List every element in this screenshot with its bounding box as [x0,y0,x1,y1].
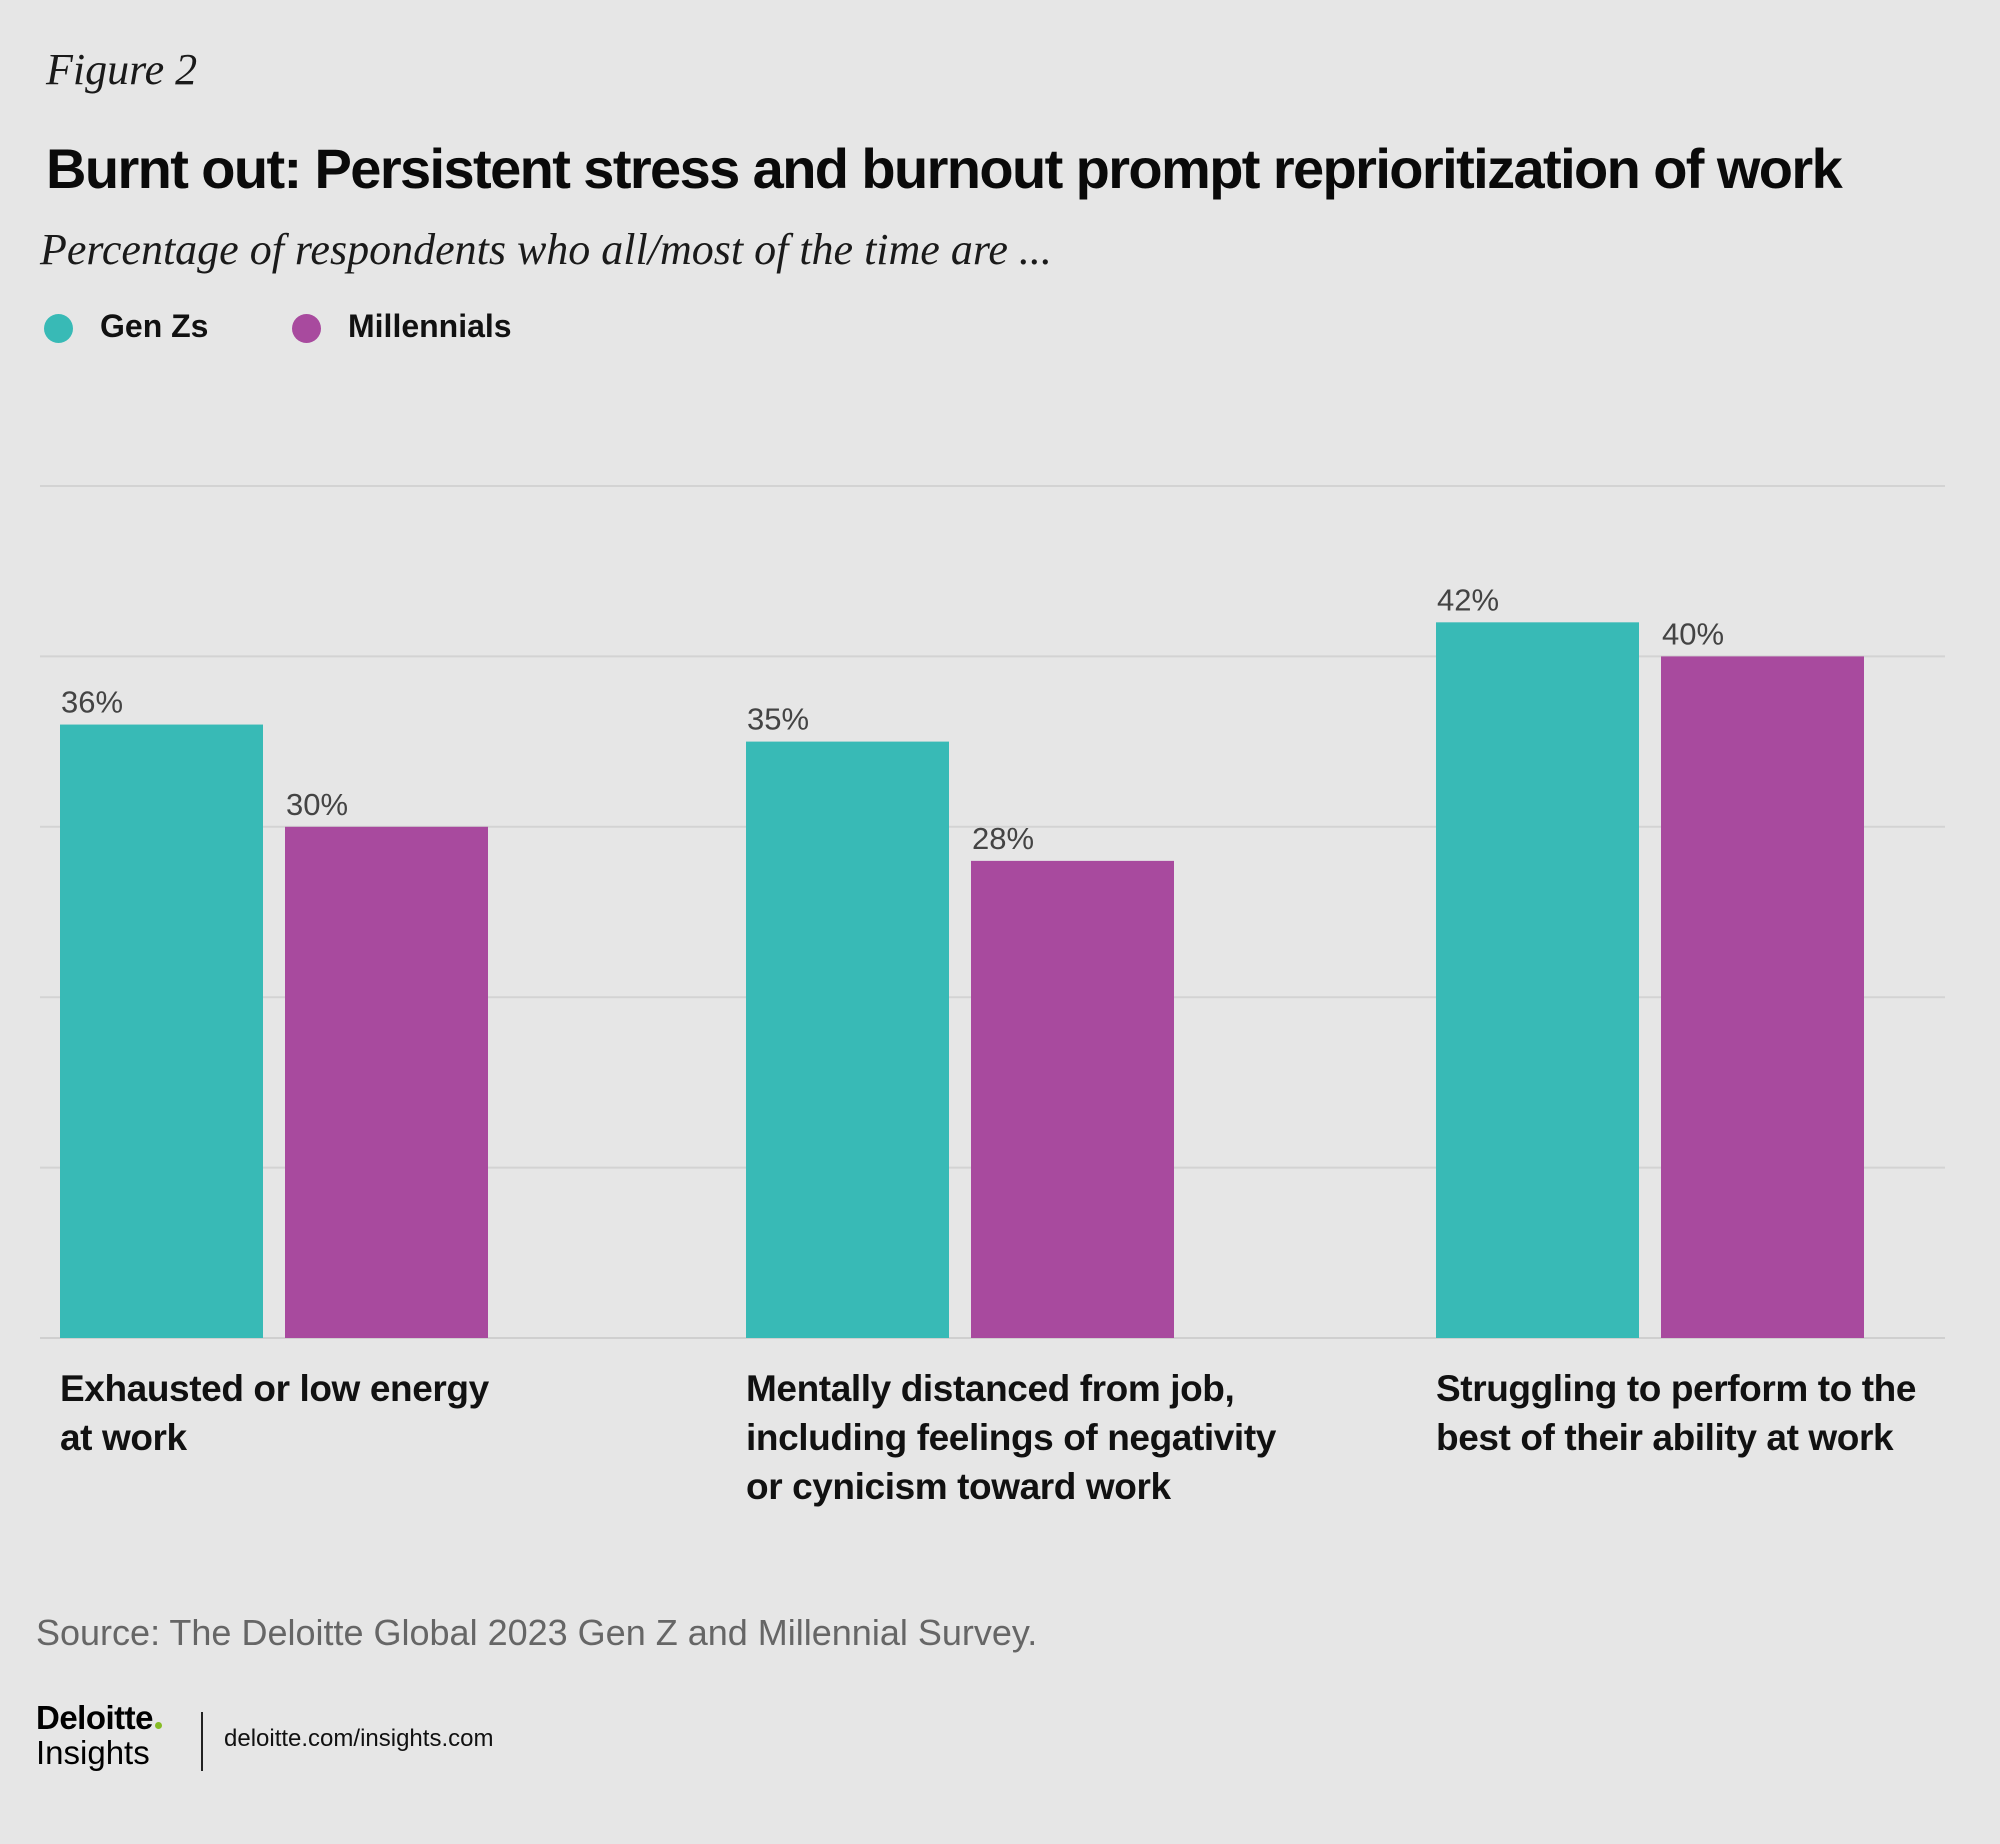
data-label-millennials-3: 40% [1662,616,1724,651]
footer-divider [201,1712,203,1771]
source-note: Source: The Deloitte Global 2023 Gen Z a… [36,1612,1038,1653]
legend-swatch-millennials [292,314,321,343]
legend-swatch-gen-zs [44,314,73,343]
category-label-1-line-2: at work [60,1417,187,1458]
logo-wordmark: Deloitte [36,1699,163,1736]
bar-millennials-3 [1661,656,1864,1338]
category-label-1: Exhausted or low energy at work [60,1364,620,1462]
category-label-2: Mentally distanced from job, including f… [746,1364,1306,1511]
legend-label-millennials: Millennials [348,308,512,344]
bar-gen-zs-2 [746,741,949,1338]
category-label-3-line-2: best of their ability at work [1436,1417,1894,1458]
bar-millennials-2 [971,860,1174,1338]
data-label-gen-zs-1: 36% [61,685,123,720]
category-label-2-line-1: Mentally distanced from job, [746,1368,1235,1409]
bar-gen-zs-3 [1436,622,1639,1338]
data-label-millennials-1: 30% [286,787,348,822]
bar-millennials-1 [285,826,488,1338]
category-label-2-line-2: including feelings of negativity [746,1417,1276,1458]
logo-wordmark-text: Deloitte [36,1699,154,1736]
data-label-gen-zs-2: 35% [747,702,809,737]
data-label-gen-zs-3: 42% [1437,582,1499,617]
legend-label-gen-zs: Gen Zs [100,308,209,344]
logo-green-dot [155,1722,163,1729]
category-label-3: Struggling to perform to the best of the… [1436,1364,1996,1462]
figure-label: Figure 2 [46,45,198,94]
site-url[interactable]: deloitte.com/insights.com [224,1725,494,1752]
category-label-1-line-1: Exhausted or low energy [60,1368,489,1409]
logo-subtitle: Insights [36,1734,150,1771]
bar-gen-zs-1 [60,724,263,1338]
chart-title: Burnt out: Persistent stress and burnout… [46,137,1843,200]
deloitte-insights-logo: Deloitte Insights [36,1699,163,1771]
chart-subtitle: Percentage of respondents who all/most o… [40,225,1052,274]
bar-chart: 36% 35% 42% 30% 28% 40% [40,485,1945,1339]
category-label-2-line-3: or cynicism toward work [746,1466,1171,1507]
category-label-3-line-1: Struggling to perform to the [1436,1368,1917,1409]
data-label-millennials-2: 28% [972,821,1034,856]
